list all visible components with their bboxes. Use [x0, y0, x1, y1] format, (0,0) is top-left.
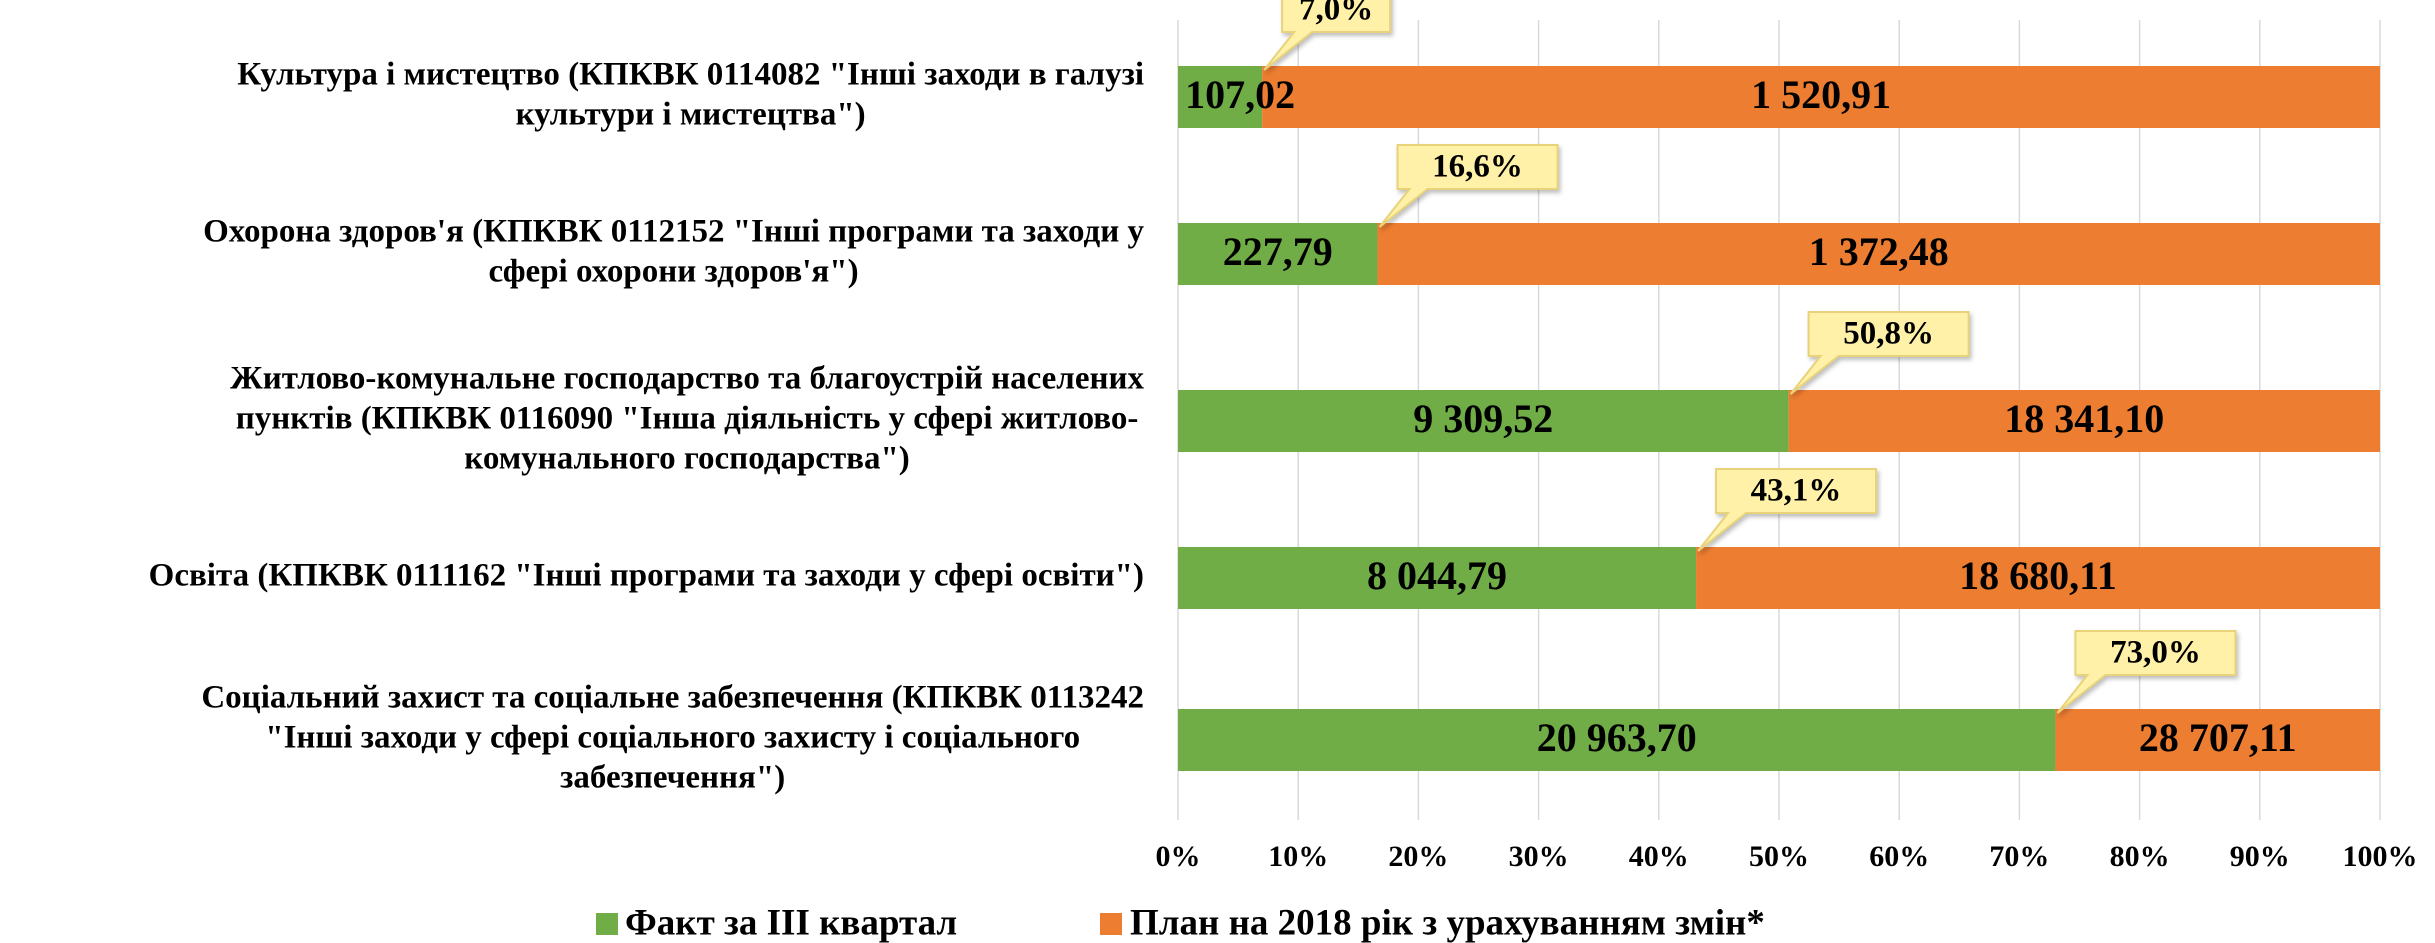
- category-label: Соціальний захист та соціальне забезпече…: [201, 680, 1144, 796]
- bar-label: 18 680,11: [1959, 553, 2117, 598]
- x-tick-label: 100%: [2343, 840, 2418, 873]
- bar-label: 1 372,48: [1809, 229, 1949, 274]
- bar-fact: [1178, 223, 1378, 285]
- bar-plan: [2055, 709, 2380, 771]
- callout: [1789, 311, 1970, 395]
- category-label-line: Житлово-комунальне господарство та благо…: [230, 361, 1144, 397]
- legend-label: План на 2018 рік з урахуванням змін*: [1130, 902, 1765, 943]
- bar-label: 107,02: [1185, 72, 1295, 117]
- bar-fact: [1178, 390, 1789, 452]
- bar-label: 18 341,10: [2004, 396, 2164, 441]
- share-label: 43,1%: [1751, 473, 1842, 509]
- x-tick-label: 60%: [1869, 840, 1929, 873]
- x-tick-label: 10%: [1268, 840, 1328, 873]
- bar-plan: [1788, 390, 2380, 452]
- share-label: 73,0%: [2110, 635, 2201, 671]
- category-label-line: Соціальний захист та соціальне забезпече…: [201, 680, 1144, 716]
- category-label: Охорона здоров'я (КПКВК 0112152 "Інші пр…: [203, 214, 1144, 290]
- share-label: 7,0%: [1299, 0, 1373, 28]
- bar-label: 227,79: [1223, 229, 1333, 274]
- callout: [2056, 630, 2237, 714]
- bar-label: 8 044,79: [1367, 553, 1507, 598]
- x-tick-label: 70%: [1989, 840, 2049, 873]
- category-label: Житлово-комунальне господарство та благо…: [230, 361, 1144, 477]
- share-label: 16,6%: [1432, 149, 1523, 185]
- category-label-line: комунального господарства"): [464, 441, 910, 477]
- bar-plan: [1377, 223, 2380, 285]
- bar-label: 20 963,70: [1537, 715, 1697, 760]
- x-tick-label: 30%: [1509, 840, 1569, 873]
- x-tick-label: 90%: [2230, 840, 2290, 873]
- callout: [1378, 144, 1559, 228]
- category-label: Освіта (КПКВК 0111162 "Інші програми та …: [149, 558, 1144, 594]
- x-tick-label: 0%: [1156, 840, 1201, 873]
- bar-fact: [1178, 547, 1697, 609]
- callout: [1697, 468, 1878, 552]
- callout: [1263, 0, 1392, 71]
- bar-label: 9 309,52: [1413, 396, 1553, 441]
- category-label-line: Культура і мистецтво (КПКВК 0114082 "Інш…: [237, 57, 1144, 93]
- category-label-line: пунктів (КПКВК 0116090 "Інша діяльність …: [236, 401, 1139, 437]
- category-label-line: культури і мистецтва"): [516, 97, 866, 133]
- share-label: 50,8%: [1843, 316, 1934, 352]
- legend-swatch: [596, 913, 618, 935]
- category-label-line: забезпечення"): [560, 760, 785, 796]
- bar-plan: [1696, 547, 2380, 609]
- legend-label: Факт за III квартал: [625, 902, 957, 943]
- x-tick-label: 80%: [2110, 840, 2170, 873]
- category-label: Культура і мистецтво (КПКВК 0114082 "Інш…: [237, 57, 1144, 133]
- bar-label: 1 520,91: [1751, 72, 1891, 117]
- x-tick-label: 50%: [1749, 840, 1809, 873]
- bar-fact: [1178, 66, 1263, 128]
- x-tick-label: 20%: [1388, 840, 1448, 873]
- bar-label: 28 707,11: [2139, 715, 2297, 760]
- bar-plan: [1262, 66, 2380, 128]
- category-label-line: "Інші заходи у сфері соціального захисту…: [265, 720, 1080, 756]
- legend-swatch: [1100, 913, 1122, 935]
- x-tick-label: 40%: [1629, 840, 1689, 873]
- category-label-line: сфері охорони здоров'я"): [489, 254, 859, 290]
- category-label-line: Охорона здоров'я (КПКВК 0112152 "Інші пр…: [203, 214, 1144, 250]
- bar-fact: [1178, 709, 2056, 771]
- category-label-line: Освіта (КПКВК 0111162 "Інші програми та …: [149, 558, 1144, 594]
